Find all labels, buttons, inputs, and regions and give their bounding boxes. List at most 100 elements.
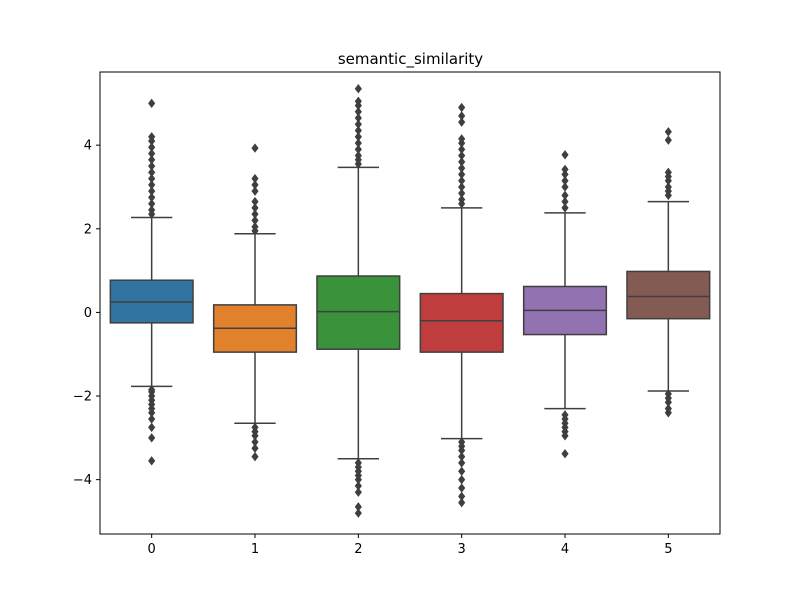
x-tick-label: 0 (148, 542, 156, 557)
outlier-point (148, 161, 156, 171)
outlier-point (251, 209, 259, 219)
outlier-point (458, 144, 466, 155)
outlier-point (354, 487, 362, 497)
box-group-4 (522, 150, 608, 459)
outlier-point (458, 466, 466, 476)
outlier-point (664, 135, 672, 145)
outlier-point (458, 497, 466, 508)
outlier-point (251, 186, 259, 196)
outlier-point (148, 132, 156, 142)
outlier-point (148, 155, 156, 165)
outlier-point (148, 456, 156, 466)
x-tick-label: 4 (561, 542, 569, 557)
outlier-point (664, 182, 672, 192)
outlier-point (458, 111, 466, 121)
outlier-point (148, 199, 156, 209)
outlier-point (458, 437, 466, 447)
outlier-point (458, 176, 466, 186)
outlier-point (458, 117, 466, 127)
outlier-point (664, 389, 672, 399)
box-5 (626, 270, 711, 320)
outlier-point (354, 502, 362, 512)
x-axis: 0 1 2 3 4 5 (148, 534, 672, 557)
outlier-point (148, 167, 156, 178)
outlier-point (148, 142, 156, 152)
outlier-point (354, 150, 362, 161)
outlier-point (251, 451, 259, 462)
outlier-point (458, 157, 466, 167)
outlier-point (561, 203, 569, 213)
outlier-point (148, 173, 156, 184)
outlier-point (664, 403, 672, 414)
outlier-point (664, 127, 672, 137)
outlier-point (561, 176, 569, 186)
outlier-point (148, 98, 156, 109)
outlier-point (251, 422, 259, 433)
outlier-point (561, 410, 569, 420)
outlier-point (354, 132, 362, 142)
outlier-point (148, 433, 156, 443)
outlier-point (148, 180, 156, 190)
outlier-point (251, 437, 259, 447)
outlier-point (148, 205, 156, 215)
outlier-point (354, 138, 362, 148)
outlier-point (561, 190, 569, 201)
outlier-point (354, 107, 362, 117)
outlier-point (251, 215, 259, 226)
outlier-point (458, 182, 466, 192)
outlier-point (458, 169, 466, 180)
box-3 (419, 292, 504, 353)
box-group-1 (212, 143, 298, 462)
plot-frame (99, 71, 721, 535)
outlier-point (458, 474, 466, 485)
outlier-point (251, 443, 259, 453)
x-tick-label: 1 (251, 542, 259, 557)
outlier-point (251, 173, 259, 184)
outlier-point (354, 458, 362, 468)
outlier-point (458, 491, 466, 502)
outlier-point (561, 196, 569, 207)
outlier-point (354, 144, 362, 155)
outlier-point (561, 182, 569, 192)
outlier-point (148, 414, 156, 424)
outlier-point (458, 102, 466, 113)
box-group-5 (626, 127, 711, 418)
outlier-point (148, 422, 156, 433)
y-tick-label: −4 (73, 473, 92, 488)
outlier-point (251, 143, 259, 153)
x-tick-label: 2 (354, 542, 362, 557)
outlier-point (251, 222, 259, 232)
outlier-point (354, 96, 362, 106)
outlier-point (148, 148, 156, 159)
outlier-point (561, 164, 569, 175)
outlier-point (458, 194, 466, 205)
outlier-point (148, 192, 156, 203)
outlier-point (354, 508, 362, 518)
y-axis: −4 −2 0 2 4 (73, 139, 100, 488)
box-group-3 (419, 102, 504, 508)
box-group-2 (316, 84, 401, 518)
outlier-point (148, 385, 156, 395)
outlier-point (458, 134, 466, 144)
chart-title: semantic_similarity (338, 50, 483, 69)
outlier-point (458, 188, 466, 198)
y-tick-label: 2 (84, 222, 92, 237)
x-tick-label: 5 (664, 542, 672, 557)
plot-marks (109, 84, 711, 518)
outlier-point (458, 163, 466, 173)
y-tick-label: 4 (84, 139, 92, 154)
box-group-0 (109, 98, 194, 466)
outlier-point (354, 125, 362, 136)
outlier-point (561, 169, 569, 180)
outlier-point (251, 196, 259, 207)
outlier-point (354, 113, 362, 123)
outlier-point (458, 451, 466, 462)
y-tick-label: 0 (84, 306, 92, 321)
y-tick-label: −2 (73, 390, 92, 405)
outlier-point (664, 167, 672, 178)
outlier-point (354, 119, 362, 129)
outlier-point (458, 458, 466, 468)
box-2 (316, 275, 401, 350)
outlier-point (561, 150, 569, 160)
